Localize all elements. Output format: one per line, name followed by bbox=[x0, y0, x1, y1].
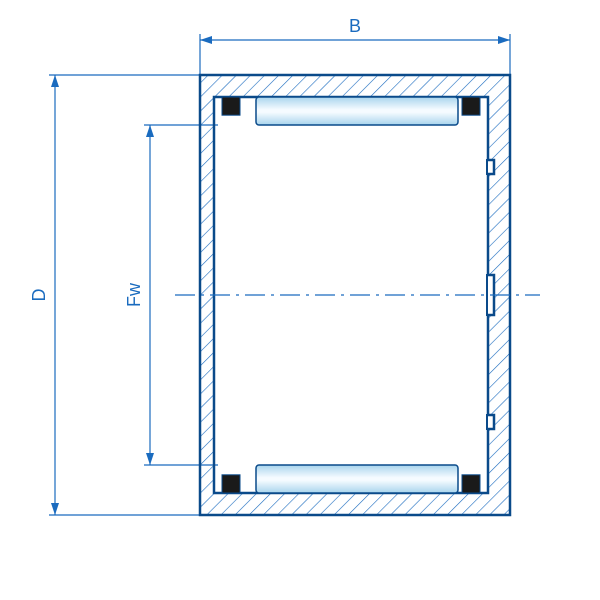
cage-block bbox=[222, 475, 240, 493]
roller bbox=[256, 465, 458, 493]
label-Fw: Fw bbox=[124, 282, 144, 307]
label-B: B bbox=[349, 16, 361, 36]
cage-block bbox=[462, 475, 480, 493]
label-D: D bbox=[29, 289, 49, 302]
roller bbox=[256, 97, 458, 125]
cage-block bbox=[462, 97, 480, 115]
bearing-section-diagram: B D Fw bbox=[0, 0, 600, 600]
cage-block bbox=[222, 97, 240, 115]
